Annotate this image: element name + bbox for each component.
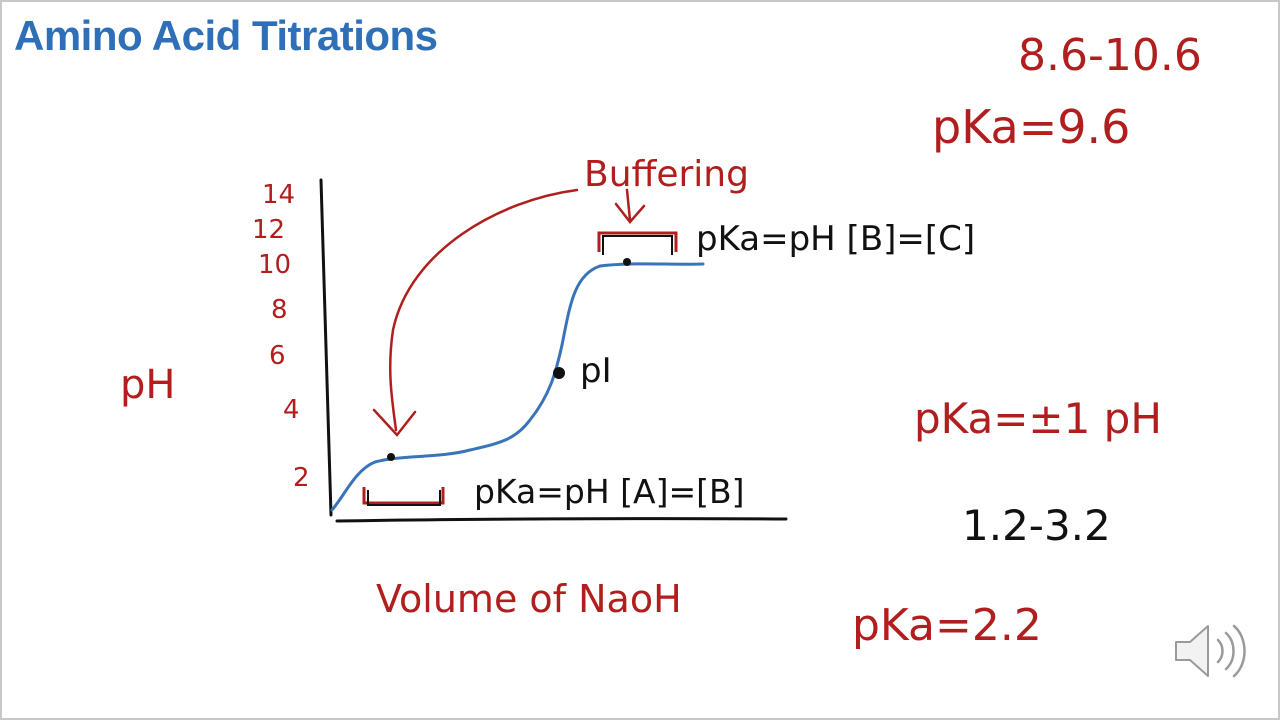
pi-label: pI [580,351,612,391]
lower-buffer-bracket-black [367,490,441,506]
y-tick-4: 4 [283,395,300,425]
x-axis [335,517,788,523]
note-range-high: 8.6-10.6 [1018,30,1202,81]
y-tick-12: 12 [252,215,285,245]
speaker-icon[interactable] [1170,620,1252,682]
upper-pka-point [623,258,631,266]
note-pka-low: pKa=2.2 [852,600,1042,651]
y-tick-14: 14 [262,180,295,210]
x-axis-label: Volume of NaoH [376,577,682,621]
buffering-arrow-long [388,188,579,432]
upper-equation: pKa=pH [B]=[C] [696,219,975,259]
lower-pka-point [387,453,395,461]
y-axis-label: pH [120,362,175,408]
buffering-arrowhead-long [372,408,417,437]
y-tick-8: 8 [271,295,288,325]
y-tick-6: 6 [269,341,286,371]
lower-equation: pKa=pH [A]=[B] [474,472,745,511]
slide-title: Amino Acid Titrations [14,12,438,59]
note-range-low: 1.2-3.2 [962,501,1111,550]
pi-point [553,367,565,379]
buffering-arrowhead-short [614,202,646,224]
note-rule: pKa=±1 pH [914,394,1162,443]
y-tick-2: 2 [293,463,310,493]
lower-buffer-bracket-red [362,487,445,505]
upper-buffer-bracket-black [602,235,673,255]
y-tick-10: 10 [258,250,291,280]
titration-curve [330,262,705,512]
buffering-arrow-short [625,188,632,222]
note-pka-high: pKa=9.6 [932,100,1130,154]
buffering-label: Buffering [584,154,749,195]
upper-buffer-bracket-red [597,231,678,252]
y-axis [319,178,333,517]
